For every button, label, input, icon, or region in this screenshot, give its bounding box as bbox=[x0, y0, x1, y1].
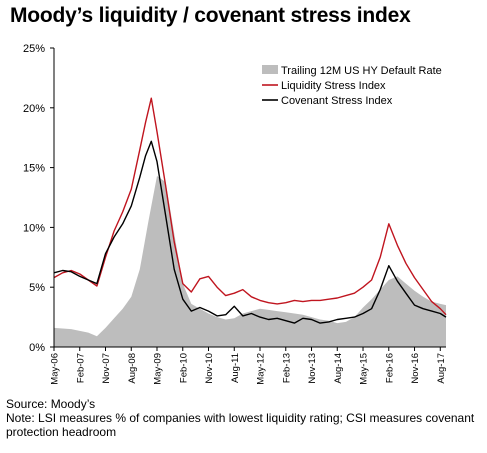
legend-label: Liquidity Stress Index bbox=[281, 80, 386, 92]
series-line-covenant-stress bbox=[53, 140, 447, 324]
legend-label: Trailing 12M US HY Default Rate bbox=[281, 65, 442, 77]
series-area-default-rate bbox=[54, 176, 446, 347]
series-line-liquidity-stress bbox=[53, 97, 447, 316]
x-tick-label: Feb-07 bbox=[75, 353, 86, 383]
y-tick-label: 0% bbox=[29, 342, 45, 354]
x-tick-label: Nov-13 bbox=[307, 353, 318, 384]
note-text: Note: LSI measures % of companies with l… bbox=[6, 411, 475, 439]
x-tick-label: Aug-08 bbox=[127, 353, 138, 384]
axes: 0% 5% 10% 15% 20% 25% May-06 Feb-07 Nov-07 Aug-08… bbox=[23, 43, 447, 385]
chart-title: Moody’s liquidity / covenant stress inde… bbox=[10, 4, 411, 27]
legend: Trailing 12M US HY Default Rate Liquidity… bbox=[262, 65, 442, 107]
legend-swatch-default-rate bbox=[262, 65, 278, 74]
legend-label: Covenant Stress Index bbox=[281, 95, 393, 107]
y-tick-label: 25% bbox=[23, 43, 45, 55]
x-tick-label: Feb-10 bbox=[178, 353, 189, 383]
x-tick-label: May-06 bbox=[50, 353, 61, 385]
x-tick-label: May-12 bbox=[256, 353, 267, 385]
x-tick-label: Aug-14 bbox=[333, 353, 344, 384]
x-tick-label: Aug-11 bbox=[230, 353, 241, 383]
y-tick-label: 15% bbox=[23, 163, 45, 175]
area-layer bbox=[54, 176, 446, 347]
y-tick-label: 5% bbox=[29, 282, 45, 294]
x-tick-label: May-09 bbox=[153, 353, 164, 385]
x-tick-label: Nov-16 bbox=[410, 353, 421, 384]
line-layer bbox=[53, 97, 447, 324]
x-tick-label: Nov-07 bbox=[101, 353, 112, 384]
source-text: Source: Moody’s bbox=[6, 397, 96, 411]
x-tick-label: Feb-13 bbox=[281, 353, 292, 383]
x-tick-label: May-15 bbox=[359, 353, 370, 385]
y-tick-label: 10% bbox=[23, 222, 45, 234]
footer: Source: Moody’s Note: LSI measures % of … bbox=[6, 397, 476, 439]
x-tick-label: Feb-16 bbox=[384, 353, 395, 383]
x-tick-label: Aug-17 bbox=[436, 353, 447, 384]
chart: 0% 5% 10% 15% 20% 25% May-06 Feb-07 Nov-07 Aug-08… bbox=[23, 43, 447, 385]
y-tick-label: 20% bbox=[23, 103, 45, 115]
x-tick-label: Nov-10 bbox=[204, 353, 215, 384]
